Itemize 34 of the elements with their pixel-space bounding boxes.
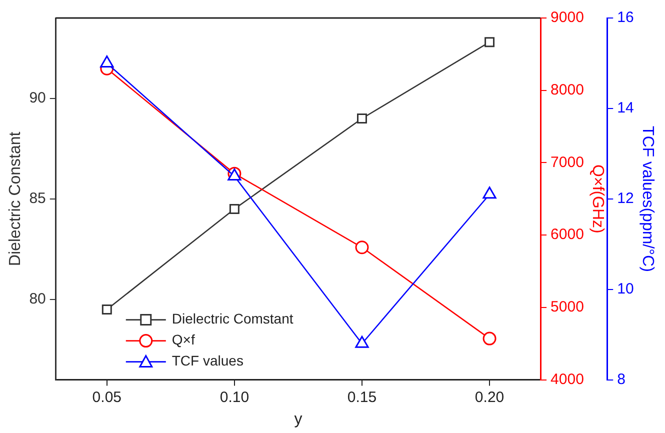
y2-tick-label: 9000 bbox=[550, 9, 584, 26]
y2-tick-label: 6000 bbox=[550, 226, 584, 244]
point bbox=[482, 332, 496, 346]
legend-label: TCF values bbox=[172, 352, 244, 369]
x-tick-label: 0.20 bbox=[474, 388, 504, 406]
y2-axis-title: Q×f(GHz) bbox=[589, 164, 606, 234]
x-tick-label: 0.15 bbox=[347, 388, 377, 406]
x-tick-label: 0.10 bbox=[220, 388, 250, 406]
y2-tick-label: 7000 bbox=[550, 154, 584, 171]
y-tick-label: 85 bbox=[29, 190, 46, 208]
y-tick-label: 80 bbox=[29, 290, 46, 308]
point bbox=[355, 240, 369, 254]
point bbox=[102, 304, 112, 314]
y3-axis-title: TCF values(ppm/°C) bbox=[638, 126, 656, 272]
point bbox=[229, 204, 240, 214]
x-tick-label: 0.05 bbox=[92, 388, 122, 406]
y3-tick-label: 16 bbox=[617, 9, 634, 26]
y3-tick-label: 8 bbox=[617, 370, 626, 388]
legend-label: Q×f bbox=[172, 332, 195, 348]
y3-tick-label: 14 bbox=[617, 100, 634, 117]
point bbox=[484, 37, 495, 48]
point bbox=[355, 336, 369, 348]
x-axis-title: y bbox=[294, 410, 302, 428]
y-tick-label: 90 bbox=[29, 90, 46, 107]
y3-tick-label: 12 bbox=[617, 190, 634, 208]
y3-tick-label: 10 bbox=[617, 280, 634, 298]
y2-tick-label: 8000 bbox=[550, 82, 584, 98]
y2-tick-label: 5000 bbox=[550, 298, 584, 316]
y-axis-title: Dielectric Constant bbox=[7, 131, 24, 266]
point bbox=[100, 55, 114, 68]
y2-tick-label: 4000 bbox=[550, 370, 584, 388]
point bbox=[356, 114, 367, 124]
point bbox=[482, 186, 496, 199]
legend-label: Dielectric Comstant bbox=[172, 310, 294, 327]
